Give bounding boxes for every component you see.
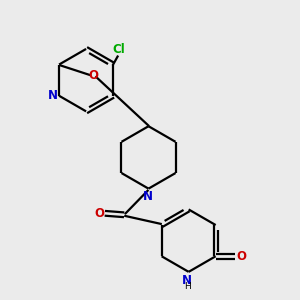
Text: N: N bbox=[182, 274, 192, 287]
Text: Cl: Cl bbox=[112, 43, 125, 56]
Text: O: O bbox=[236, 250, 246, 263]
Text: N: N bbox=[143, 190, 153, 203]
Text: N: N bbox=[47, 89, 58, 102]
Text: O: O bbox=[94, 207, 104, 220]
Text: O: O bbox=[88, 69, 98, 82]
Text: H: H bbox=[184, 282, 190, 291]
